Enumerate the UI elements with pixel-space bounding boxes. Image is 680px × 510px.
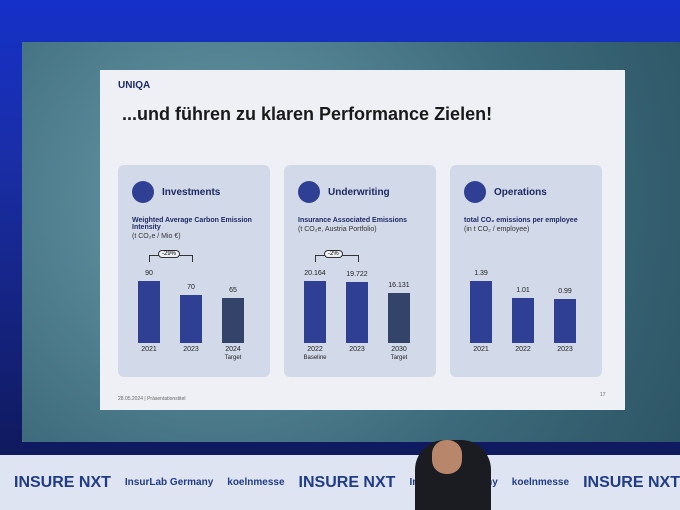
bar <box>554 298 576 343</box>
category-label: 2030 <box>391 346 407 353</box>
bar <box>180 294 202 343</box>
chart-panel: Operations total CO₂ emissions per employ… <box>450 165 602 377</box>
value-label: 70 <box>187 283 195 291</box>
category-sublabel: Target <box>224 355 242 361</box>
category-label: 2024 <box>225 346 241 353</box>
banner-logo: INSURE NXT <box>583 473 680 491</box>
icon <box>298 181 320 203</box>
chart-panel: Underwriting Insurance Associated Emissio… <box>284 165 436 377</box>
bar <box>470 281 492 343</box>
value-label: 1.01 <box>516 286 530 294</box>
category-label: 2021 <box>141 346 157 353</box>
annotation: -29% <box>158 250 181 258</box>
category-label: 2023 <box>349 346 365 353</box>
banner-logo: INSURE NXT <box>298 473 396 491</box>
category-label: 2023 <box>183 346 199 353</box>
bar <box>304 281 326 343</box>
value-label: 16.131 <box>388 282 410 290</box>
category-label: 2021 <box>473 346 489 353</box>
chart-subtitle: Insurance Associated Emissions <box>298 217 408 224</box>
logo: UNIQA <box>118 80 151 91</box>
bar <box>512 297 534 343</box>
category-sublabel: Baseline <box>303 355 327 361</box>
bar <box>222 298 244 343</box>
value-label: 65 <box>229 287 237 295</box>
footer: 28.05.2024 | Präsentationstitel <box>118 396 186 402</box>
bar <box>346 282 368 343</box>
bar <box>388 293 410 343</box>
slide: UNIQA ...und führen zu klaren Performanc… <box>100 70 625 410</box>
bar <box>138 281 160 343</box>
chart-title: Investments <box>162 187 221 198</box>
icon <box>132 181 154 203</box>
value-label: 20.164 <box>304 270 326 277</box>
speaker-head <box>432 440 462 474</box>
page-number: 17 <box>600 392 606 398</box>
category-label: 2022 <box>307 346 323 353</box>
banner-logo: InsurLab Germany <box>124 477 214 488</box>
chart-panel: Investments Weighted Average Carbon Emiss… <box>118 165 270 377</box>
banner: INSURE NXT InsurLab Germany koelnmesse INSU… <box>0 455 680 510</box>
value-label: 1.39 <box>474 270 488 277</box>
value-label: 19.722 <box>346 271 368 279</box>
chart-unit: (in t CO₂ / employee) <box>464 226 530 233</box>
chart-subtitle: Weighted Average Carbon Emission Intensi… <box>132 217 252 231</box>
slide-title: ...und führen zu klaren Performance Ziel… <box>122 104 493 124</box>
banner-logo: INSURE NXT <box>14 473 111 491</box>
chart-title: Operations <box>494 187 547 198</box>
value-label: 90 <box>145 270 153 277</box>
category-label: 2022 <box>515 346 531 353</box>
chart-subtitle: total CO₂ emissions per employee <box>464 217 578 224</box>
banner-logo: koelnmesse <box>227 477 285 488</box>
chart-title: Underwriting <box>328 187 390 198</box>
value-label: 0.99 <box>558 287 572 295</box>
icon <box>464 181 486 203</box>
banner-logo: koelnmesse <box>511 477 570 488</box>
category-sublabel: Target <box>390 355 408 361</box>
chart-unit: (t CO₂e, Austria Portfolio) <box>298 226 377 233</box>
annotation: -2% <box>324 250 343 258</box>
category-label: 2023 <box>557 346 573 353</box>
chart-unit: (t CO₂e / Mio €) <box>132 233 181 240</box>
